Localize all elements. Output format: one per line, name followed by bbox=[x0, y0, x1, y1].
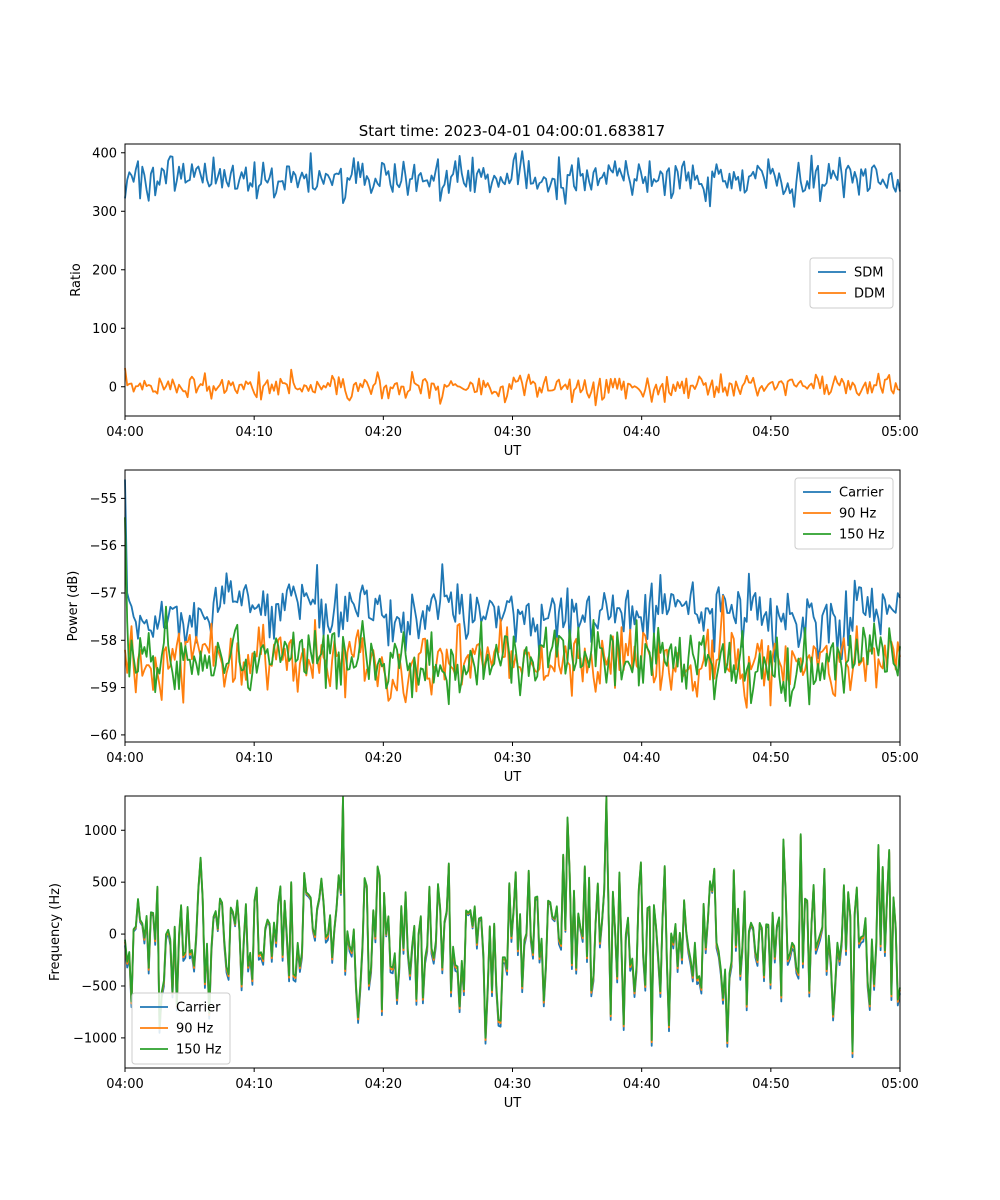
x-tick-label: 04:00 bbox=[106, 425, 143, 440]
x-tick-label: 04:20 bbox=[365, 1077, 402, 1092]
y-axis-label: Frequency (Hz) bbox=[48, 883, 63, 981]
series-line-150-hz bbox=[124, 796, 901, 1053]
legend-box bbox=[809, 257, 894, 309]
legend-label: 150 Hz bbox=[839, 528, 885, 543]
series-line-carrier bbox=[124, 479, 901, 663]
y-tick-label: −56 bbox=[90, 539, 117, 554]
power-panel: 04:00 04:10 04:20 04:30 04:40 04:50 05:00 −55 −5… bbox=[66, 469, 919, 785]
x-tick-label: 04:00 bbox=[106, 1077, 143, 1092]
legend-label: SDM bbox=[854, 266, 883, 281]
y-tick-label: 100 bbox=[92, 322, 117, 337]
y-tick-label: −55 bbox=[90, 492, 117, 507]
plot-frame bbox=[124, 795, 901, 1069]
x-tick-label: 04:30 bbox=[494, 751, 531, 766]
y-tick-label: −1000 bbox=[73, 1031, 117, 1046]
y-tick-label: 0 bbox=[109, 928, 117, 943]
y-axis-label: Power (dB) bbox=[66, 571, 81, 642]
x-tick-label: 04:20 bbox=[365, 425, 402, 440]
x-tick-label: 04:40 bbox=[623, 1077, 660, 1092]
x-tick-label: 05:00 bbox=[881, 1077, 918, 1092]
x-tick-label: 04:10 bbox=[235, 751, 272, 766]
x-axis-label: UT bbox=[504, 1096, 522, 1111]
x-tick-label: 05:00 bbox=[881, 425, 918, 440]
x-tick-label: 04:50 bbox=[752, 425, 789, 440]
x-tick-label: 05:00 bbox=[881, 751, 918, 766]
x-axis-label: UT bbox=[504, 770, 522, 785]
x-tick-label: 04:40 bbox=[623, 751, 660, 766]
y-tick-label: 200 bbox=[92, 263, 117, 278]
plot-frame bbox=[124, 469, 901, 743]
x-tick-label: 04:50 bbox=[752, 751, 789, 766]
x-tick-label: 04:00 bbox=[106, 751, 143, 766]
series-line-sdm bbox=[124, 150, 901, 208]
x-tick-label: 04:50 bbox=[752, 1077, 789, 1092]
y-tick-label: 400 bbox=[92, 146, 117, 161]
y-tick-label: −59 bbox=[90, 681, 117, 696]
y-tick-label: 300 bbox=[92, 205, 117, 220]
y-tick-label: 500 bbox=[92, 876, 117, 891]
legend-label: 150 Hz bbox=[176, 1043, 222, 1058]
x-tick-label: 04:10 bbox=[235, 425, 272, 440]
y-tick-label: −60 bbox=[90, 728, 117, 743]
y-tick-label: −58 bbox=[90, 634, 117, 649]
figure-title: Start time: 2023-04-01 04:00:01.683817 bbox=[359, 122, 665, 140]
y-tick-label: 1000 bbox=[84, 824, 117, 839]
legend-label: 90 Hz bbox=[839, 507, 876, 522]
legend-label: Carrier bbox=[839, 486, 884, 501]
legend-box bbox=[794, 477, 894, 550]
legend-label: Carrier bbox=[176, 1001, 221, 1016]
x-tick-label: 04:30 bbox=[494, 1077, 531, 1092]
series-line-150-hz bbox=[124, 517, 901, 707]
y-axis-label: Ratio bbox=[69, 263, 84, 296]
x-tick-label: 04:40 bbox=[623, 425, 660, 440]
series-line-ddm bbox=[124, 367, 901, 407]
legend-label: DDM bbox=[854, 287, 885, 302]
frequency-panel: 04:00 04:10 04:20 04:30 04:40 04:50 05:00 1000 5… bbox=[48, 795, 919, 1111]
legend-box bbox=[131, 992, 231, 1065]
x-tick-label: 04:10 bbox=[235, 1077, 272, 1092]
y-tick-label: 0 bbox=[109, 380, 117, 395]
x-tick-label: 04:30 bbox=[494, 425, 531, 440]
x-tick-label: 04:20 bbox=[365, 751, 402, 766]
y-tick-label: −500 bbox=[81, 979, 117, 994]
ratio-panel: 04:00 04:10 04:20 04:30 04:40 04:50 05:00 0 100 2… bbox=[69, 143, 919, 459]
y-tick-label: −57 bbox=[90, 586, 117, 601]
legend-label: 90 Hz bbox=[176, 1022, 213, 1037]
x-axis-label: UT bbox=[504, 444, 522, 459]
plot-frame bbox=[124, 143, 901, 417]
